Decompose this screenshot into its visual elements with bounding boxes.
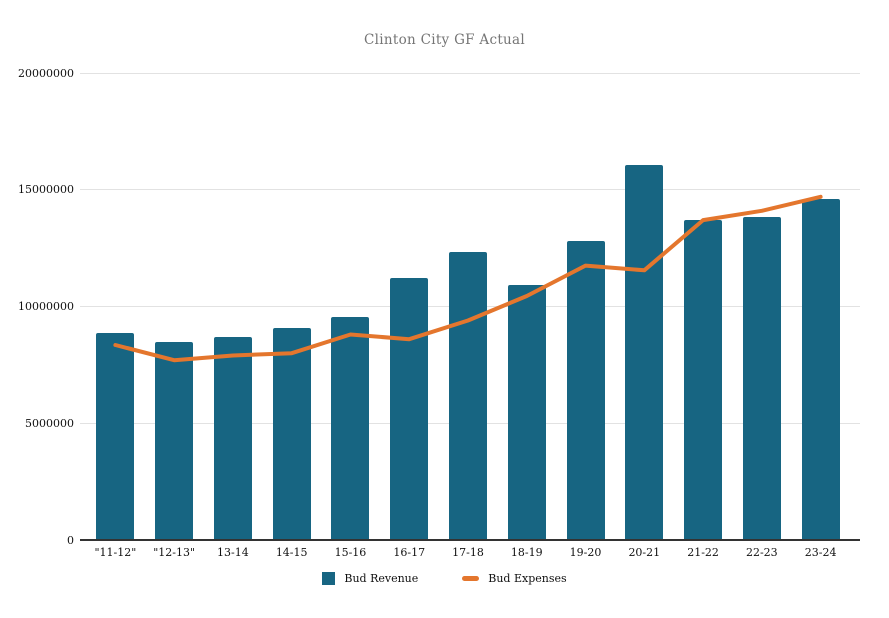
- revenue-bar-16-17: [390, 278, 429, 540]
- x-axis-tick-label: 23-24: [804, 546, 837, 559]
- x-axis-tick-label: "12-13": [153, 546, 196, 559]
- x-axis-tick-label: 13-14: [217, 546, 249, 559]
- revenue-bar-23-24: [801, 199, 840, 540]
- x-axis-tick-label: 16-17: [393, 546, 426, 559]
- x-axis-tick-label: 17-18: [452, 546, 484, 559]
- legend-item-bud-expenses: Bud Expenses: [462, 572, 567, 585]
- revenue-bar-17-18: [449, 251, 487, 540]
- expenses-swatch-icon: [462, 576, 480, 581]
- x-axis-tick-label: 15-16: [334, 546, 367, 559]
- gridline-20000000: [80, 72, 860, 74]
- gridline-15000000: [80, 189, 860, 191]
- x-axis-tick-label: 19-20: [569, 546, 602, 559]
- revenue-bar-22-23: [742, 216, 781, 540]
- y-axis-tick-label: 5000000: [25, 416, 74, 430]
- chart-title: Clinton City GF Actual: [363, 32, 526, 48]
- y-axis-tick-label: 0: [67, 533, 74, 547]
- x-axis-tick-label: "11-12": [94, 546, 137, 559]
- x-axis-line: [80, 539, 860, 541]
- legend-label-bud-expenses: Bud Expenses: [488, 572, 567, 585]
- x-axis-tick-label: 20-21: [628, 546, 661, 559]
- revenue-swatch-icon: [322, 572, 336, 585]
- legend: Bud Revenue Bud Expenses: [0, 572, 889, 585]
- revenue-bar-18-19: [507, 285, 546, 540]
- revenue-bar-12-13: [155, 341, 194, 540]
- y-axis-tick-label: 15000000: [18, 183, 74, 197]
- revenue-bar-13-14: [213, 336, 252, 540]
- x-axis-tick-label: 14-15: [275, 546, 308, 559]
- legend-item-bud-revenue: Bud Revenue: [322, 572, 418, 585]
- x-axis-tick-label: 22-23: [745, 546, 778, 559]
- y-axis-tick-label: 10000000: [18, 300, 74, 313]
- x-axis-tick-label: 18-19: [510, 546, 543, 559]
- revenue-bar-11-12: [96, 333, 135, 540]
- revenue-bar-20-21: [625, 165, 664, 540]
- x-axis-tick-label: 21-22: [687, 546, 719, 559]
- revenue-bar-21-22: [684, 220, 723, 540]
- legend-label-bud-revenue: Bud Revenue: [344, 572, 419, 585]
- y-axis-tick-label: 20000000: [18, 66, 74, 80]
- revenue-bar-15-16: [331, 317, 370, 540]
- revenue-bar-14-15: [272, 327, 311, 540]
- revenue-bar-19-20: [566, 241, 605, 540]
